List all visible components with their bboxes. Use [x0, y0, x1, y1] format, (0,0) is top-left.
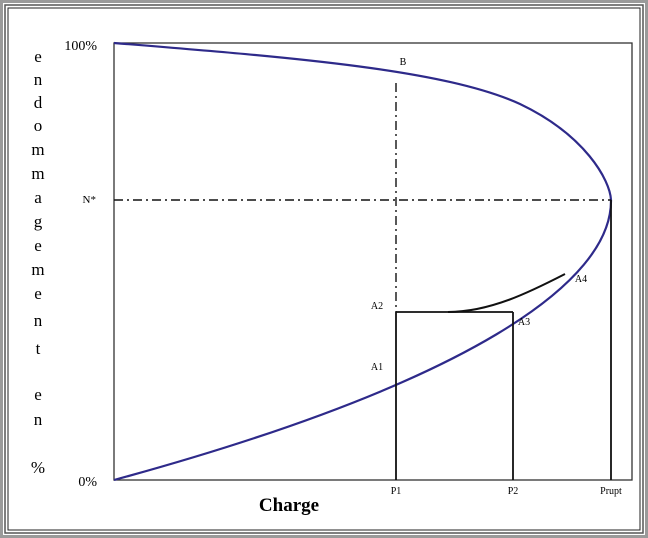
y-axis-letter: n [34, 70, 43, 89]
y-axis-letter: a [34, 188, 42, 207]
inner-frame [4, 4, 644, 534]
damage-curve [113, 41, 613, 482]
y-axis-letter: e [34, 284, 42, 303]
label-b: B [400, 57, 407, 68]
x-axis-title: Charge [259, 495, 319, 516]
y-axis-letter: e [34, 236, 42, 255]
y-axis-letter: m [31, 164, 44, 183]
a2-a4-curve [447, 273, 566, 313]
y-axis-letter: g [34, 212, 43, 231]
y-axis-letter: t [36, 339, 41, 358]
x-tick-prupt: Prupt [600, 486, 622, 497]
y-tick-100: 100% [64, 39, 97, 54]
y-axis-letter: n [34, 410, 43, 429]
y-axis-letter: o [34, 116, 43, 135]
y-axis-letter: e [34, 385, 42, 404]
y-axis-letter: m [31, 260, 44, 279]
label-a2: A2 [371, 301, 383, 312]
x-tick-p1: P1 [391, 486, 402, 497]
y-axis-letter: m [31, 140, 44, 159]
label-a1: A1 [371, 362, 383, 373]
y-axis-letter: d [34, 93, 43, 112]
x-tick-p2: P2 [508, 486, 519, 497]
inner-frame-2 [7, 7, 641, 531]
y-axis-letter: e [34, 47, 42, 66]
y-axis-letter: % [31, 458, 45, 477]
y-tick-n-star: N* [83, 194, 96, 206]
label-a4: A4 [575, 274, 587, 285]
y-axis-letter: n [34, 311, 43, 330]
y-axis-title: e n d o m m a g e m e n t e n % [31, 47, 45, 477]
label-a3: A3 [518, 317, 530, 328]
plot-area [113, 42, 633, 481]
y-tick-0: 0% [78, 475, 97, 490]
